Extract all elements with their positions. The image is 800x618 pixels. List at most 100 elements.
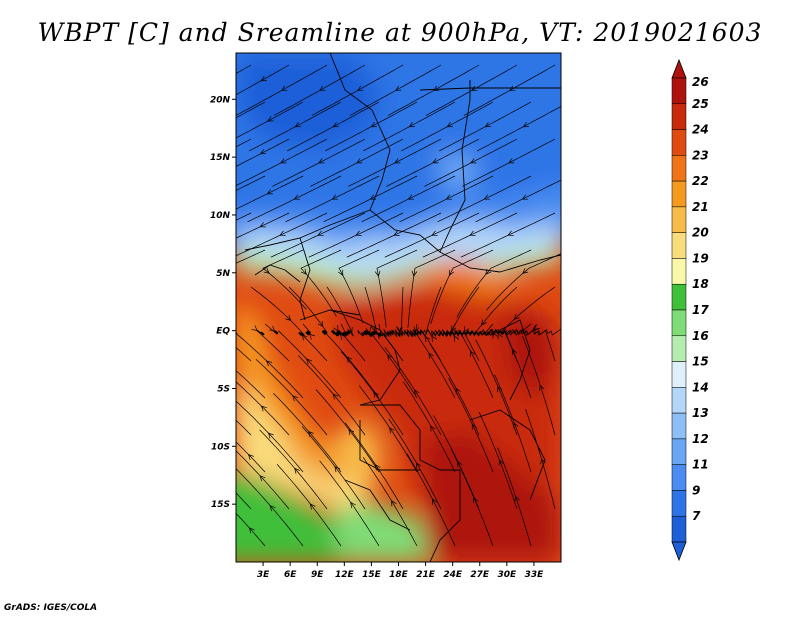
streamline-arrow bbox=[347, 326, 353, 334]
streamline bbox=[236, 492, 252, 510]
streamline-arrow bbox=[365, 327, 372, 334]
streamline-arrow bbox=[430, 425, 436, 432]
colorbar-label: 12 bbox=[692, 432, 709, 446]
streamline-arrow bbox=[356, 158, 363, 164]
streamline bbox=[236, 419, 252, 436]
colorbar-label: 19 bbox=[692, 251, 709, 265]
streamline-arrow bbox=[522, 268, 529, 274]
lat-tick-label: 5S bbox=[217, 384, 230, 394]
colorbar-label: 11 bbox=[692, 458, 709, 472]
streamline bbox=[236, 450, 290, 510]
streamline-arrow bbox=[280, 158, 287, 164]
streamline-arrow bbox=[481, 319, 487, 326]
streamline-arrow bbox=[521, 194, 529, 200]
lat-tick-label: 15N bbox=[210, 153, 231, 163]
streamline-arrow bbox=[457, 460, 463, 468]
streamline-arrow bbox=[346, 356, 353, 363]
streamline-arrow bbox=[267, 432, 274, 439]
lon-tick-label: 15E bbox=[362, 570, 382, 580]
grads-credit: GrADS: IGES/COLA bbox=[4, 603, 98, 613]
colorbar-segment bbox=[671, 129, 687, 156]
streamline bbox=[236, 370, 266, 399]
lon-tick-label: 21E bbox=[416, 570, 436, 580]
streamline-arrow bbox=[259, 475, 266, 482]
streamline-arrow bbox=[293, 194, 301, 200]
streamline-arrow bbox=[407, 194, 415, 200]
streamline-arrow bbox=[416, 462, 422, 469]
streamline-arrow bbox=[433, 85, 440, 91]
colorbar-label: 26 bbox=[692, 75, 709, 89]
lat-tick-label: 10N bbox=[210, 211, 231, 221]
streamline-arrow bbox=[309, 333, 316, 340]
streamline-arrow bbox=[266, 189, 273, 195]
colorbar-over-arrow bbox=[671, 58, 687, 79]
colorbar-label: 22 bbox=[692, 174, 709, 188]
streamline-arrow bbox=[396, 326, 402, 333]
colorbar-segment bbox=[671, 490, 687, 517]
lat-tick-label: EQ bbox=[216, 327, 230, 337]
colorbar-label: 7 bbox=[692, 509, 701, 523]
colorbar-label: 21 bbox=[692, 200, 709, 214]
streamline-arrow bbox=[445, 194, 453, 200]
streamline-arrow bbox=[483, 194, 491, 200]
lat-tick-label: 15S bbox=[211, 500, 230, 510]
colorbar-segment bbox=[671, 155, 687, 182]
streamline-arrow bbox=[331, 194, 339, 200]
lon-tick-label: 24E bbox=[443, 570, 463, 580]
streamline-arrow bbox=[470, 158, 477, 164]
streamline-arrow bbox=[332, 393, 339, 400]
streamline-arrow bbox=[511, 348, 518, 355]
lon-tick-label: 30E bbox=[497, 570, 517, 580]
colorbar-label: 14 bbox=[692, 380, 709, 394]
latitude-axis: 20N 15N 10N 5N EQ 5S 10S 15S bbox=[210, 95, 236, 510]
streamline-arrow bbox=[317, 230, 324, 236]
streamline-arrow bbox=[294, 121, 301, 128]
lon-tick-label: 6E bbox=[284, 570, 297, 580]
streamline-arrow bbox=[377, 332, 384, 340]
streamline-arrow bbox=[448, 269, 455, 277]
streamline-arrow bbox=[317, 320, 324, 328]
streamline-arrow bbox=[263, 267, 270, 274]
streamline-arrow bbox=[432, 158, 439, 164]
streamline-arrow bbox=[269, 325, 276, 332]
streamline-arrow bbox=[471, 423, 477, 430]
streamline-arrow bbox=[470, 350, 476, 357]
streamline-arrow bbox=[267, 116, 274, 122]
chart-title: WBPT [C] and Sreamline at 900hPa, VT: 20… bbox=[37, 18, 763, 47]
lon-tick-label: 9E bbox=[311, 570, 324, 580]
colorbar-label: 18 bbox=[692, 277, 709, 291]
streamline bbox=[236, 64, 252, 74]
streamline-arrow bbox=[473, 496, 479, 504]
streamline-arrow bbox=[260, 75, 267, 82]
streamline-arrow bbox=[540, 458, 546, 465]
streamline-arrow bbox=[471, 85, 478, 91]
streamline-arrow bbox=[306, 358, 313, 365]
colorbar-segment bbox=[671, 515, 687, 543]
streamline bbox=[236, 175, 266, 191]
streamline-arrow bbox=[522, 121, 529, 128]
streamline-arrow bbox=[509, 85, 516, 91]
streamline-arrow bbox=[355, 230, 362, 236]
streamline-arrow bbox=[393, 230, 400, 236]
colorbar-under-arrow bbox=[671, 541, 687, 562]
colorbar-segment bbox=[671, 232, 687, 259]
streamline-arrow bbox=[463, 326, 470, 333]
streamline-arrow bbox=[292, 395, 299, 402]
colorbar-label: 17 bbox=[692, 303, 709, 317]
lon-tick-label: 12E bbox=[335, 570, 355, 580]
streamline-arrow bbox=[414, 389, 420, 396]
streamline-arrow bbox=[259, 222, 266, 228]
colorbar-segment bbox=[671, 309, 687, 337]
streamline-arrow bbox=[332, 121, 339, 128]
streamline-arrow bbox=[369, 194, 377, 200]
streamline-arrow bbox=[318, 158, 325, 164]
colorbar-label: 20 bbox=[692, 226, 709, 240]
colorbar-segment bbox=[671, 103, 687, 130]
streamline-arrow bbox=[485, 268, 492, 275]
streamline-arrow bbox=[357, 85, 364, 91]
streamline-arrow bbox=[507, 230, 514, 236]
colorbar-segment bbox=[671, 387, 687, 414]
streamline-arrow bbox=[431, 230, 438, 236]
streamline-arrow bbox=[484, 121, 491, 128]
